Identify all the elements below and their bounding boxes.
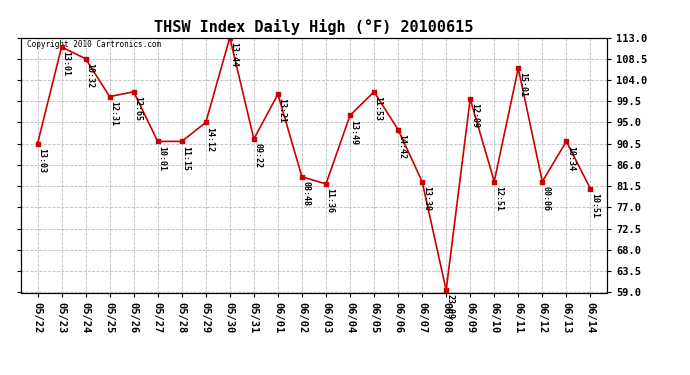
Point — [297, 174, 308, 180]
Point — [537, 178, 548, 184]
Point — [248, 136, 259, 142]
Text: 12:09: 12:09 — [470, 103, 479, 128]
Text: 14:12: 14:12 — [206, 127, 215, 152]
Text: 12:65: 12:65 — [133, 96, 142, 121]
Text: 13:44: 13:44 — [230, 42, 239, 67]
Text: 14:42: 14:42 — [397, 134, 406, 159]
Point — [344, 112, 355, 118]
Point — [104, 93, 115, 99]
Text: 15:01: 15:01 — [518, 72, 527, 98]
Point — [320, 181, 331, 187]
Point — [441, 287, 452, 293]
Point — [176, 138, 187, 144]
Point — [56, 44, 67, 50]
Text: 11:53: 11:53 — [374, 96, 383, 121]
Text: 00:06: 00:06 — [542, 186, 551, 211]
Text: 13:01: 13:01 — [61, 51, 70, 76]
Text: 12:31: 12:31 — [109, 101, 118, 126]
Point — [128, 89, 139, 95]
Point — [417, 178, 428, 184]
Point — [464, 96, 475, 102]
Text: 10:51: 10:51 — [590, 193, 599, 218]
Point — [224, 34, 235, 40]
Point — [489, 178, 500, 184]
Text: 13:49: 13:49 — [350, 120, 359, 145]
Point — [32, 141, 43, 147]
Text: 13:03: 13:03 — [37, 148, 46, 173]
Point — [585, 186, 596, 192]
Point — [200, 120, 211, 126]
Point — [513, 65, 524, 71]
Text: 08:48: 08:48 — [302, 181, 310, 206]
Point — [273, 91, 284, 97]
Text: 23:09: 23:09 — [446, 294, 455, 319]
Text: 09:22: 09:22 — [253, 143, 262, 168]
Text: 12:51: 12:51 — [494, 186, 503, 211]
Text: 10:34: 10:34 — [566, 146, 575, 171]
Point — [152, 138, 164, 144]
Point — [393, 127, 404, 133]
Text: 13:30: 13:30 — [422, 186, 431, 211]
Text: Copyright 2010 Cartronics.com: Copyright 2010 Cartronics.com — [26, 40, 161, 49]
Point — [561, 138, 572, 144]
Title: THSW Index Daily High (°F) 20100615: THSW Index Daily High (°F) 20100615 — [155, 19, 473, 35]
Text: 10:01: 10:01 — [157, 146, 166, 171]
Text: 10:32: 10:32 — [86, 63, 95, 88]
Point — [368, 89, 380, 95]
Text: 13:21: 13:21 — [277, 98, 286, 123]
Text: 11:36: 11:36 — [326, 188, 335, 213]
Text: 11:15: 11:15 — [181, 146, 190, 171]
Point — [80, 56, 91, 62]
